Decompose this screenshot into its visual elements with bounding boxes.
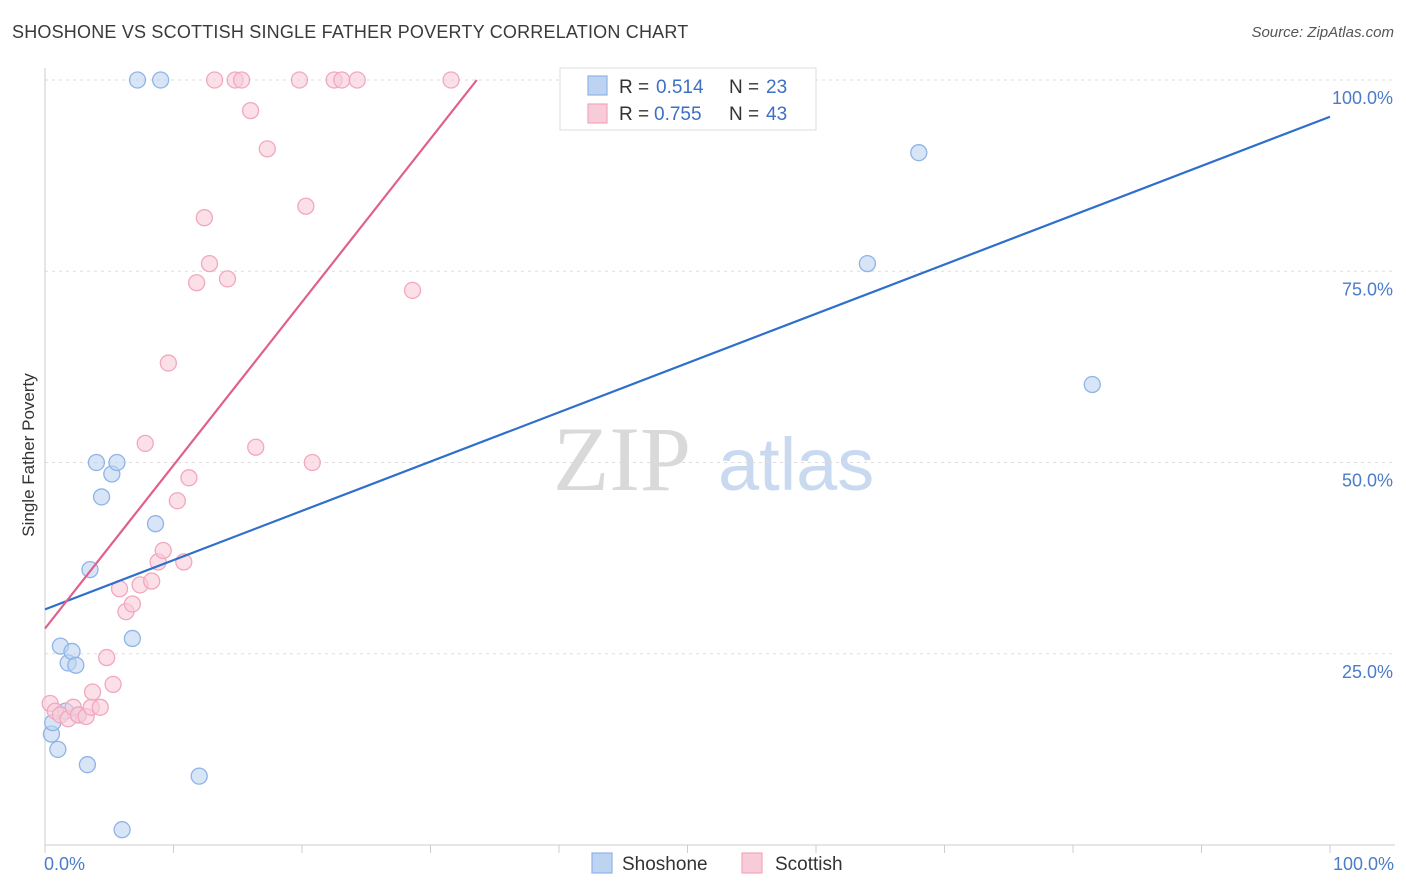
point-scottish-24 [187,274,206,292]
chart-source: Source: ZipAtlas.com [1251,24,1394,41]
bottom-legend-label-scottish: Scottish [775,854,843,875]
bottom-legend-swatch-shoshone [591,852,613,874]
point-shoshone-22 [858,254,877,273]
point-scottish-14 [123,595,142,613]
point-scottish-38 [333,71,351,89]
legend-r-value-shoshone: 0.514 [656,77,704,98]
point-shoshone-23 [1083,375,1101,394]
x-tick-label-max: 100.0% [1333,854,1394,874]
legend-n-label-shoshone: N = [729,77,759,98]
point-scottish-35 [297,197,315,215]
legend-r-label-scottish: R = [619,104,649,125]
point-scottish-39 [348,71,366,89]
point-shoshone-20 [190,767,208,785]
legend-swatch-scottish [587,103,608,124]
axes [44,68,1395,846]
chart-title: SHOSHONE VS SCOTTISH SINGLE FATHER POVER… [12,22,689,42]
point-shoshone-2 [49,740,67,759]
point-shoshone-11 [87,453,106,472]
point-scottish-23 [180,469,198,487]
point-scottish-11 [104,675,122,693]
point-scottish-33 [258,140,276,158]
y-axis-title: Single Father Poverty [19,373,38,537]
point-scottish-31 [241,101,260,120]
bottom-legend: Shoshone Scottish [591,852,843,875]
legend-n-value-scottish: 43 [766,104,787,125]
point-scottish-41 [442,71,460,89]
x-axis-tick-labels: 0.0% 100.0% [44,854,1394,874]
point-shoshone-9 [78,756,97,774]
point-shoshone-21 [910,144,928,162]
bottom-legend-label-shoshone: Shoshone [622,854,708,875]
y-tick-label-1: 50.0% [1342,471,1393,491]
point-scottish-21 [168,492,187,510]
point-shoshone-7 [67,656,85,674]
legend-r-label-shoshone: R = [619,77,649,98]
point-scottish-8 [83,683,102,701]
point-shoshone-12 [92,488,111,506]
legend-n-label-scottish: N = [729,104,759,125]
point-scottish-26 [200,254,219,273]
point-scottish-27 [205,71,224,89]
point-scottish-16 [136,434,154,453]
point-shoshone-17 [128,71,147,89]
legend: R = 0.514 N = 23 R = 0.755 N = 43 [559,67,817,131]
point-shoshone-18 [146,515,165,533]
legend-n-value-shoshone: 23 [766,77,787,98]
y-tick-label-2: 75.0% [1342,279,1393,299]
y-tick-label-0: 25.0% [1342,662,1393,682]
point-shoshone-14 [108,453,126,472]
point-scottish-34 [290,71,309,89]
legend-r-value-scottish: 0.755 [654,104,702,125]
point-scottish-20 [159,354,178,372]
y-axis-tick-labels: 25.0% 50.0% 75.0% 100.0% [1332,88,1393,682]
trend-line-scottish [44,79,478,630]
legend-swatch-shoshone [587,75,608,96]
point-scottish-10 [98,648,116,667]
watermark-atlas: atlas [718,423,874,506]
point-scottish-32 [247,438,265,456]
point-scottish-19 [154,541,172,560]
trend-line-shoshone [44,115,1331,611]
point-shoshone-19 [151,71,170,89]
watermark-zip: ZIP [553,408,691,510]
point-shoshone-16 [123,629,142,648]
point-scottish-40 [403,281,422,300]
point-scottish-28 [218,270,237,288]
point-scottish-17 [143,572,161,590]
point-scottish-9 [91,698,109,716]
data-points [41,71,1101,839]
trend-lines [44,79,1331,630]
point-scottish-30 [232,71,251,89]
watermark: ZIP atlas [553,408,874,510]
grid-lines [45,79,1395,655]
y-tick-label-3: 100.0% [1332,88,1393,108]
point-shoshone-15 [113,821,131,839]
point-scottish-25 [195,209,213,227]
x-axis-ticks [44,845,1331,853]
x-tick-label-min: 0.0% [44,854,85,874]
bottom-legend-swatch-scottish [741,852,763,874]
point-scottish-36 [303,453,321,472]
